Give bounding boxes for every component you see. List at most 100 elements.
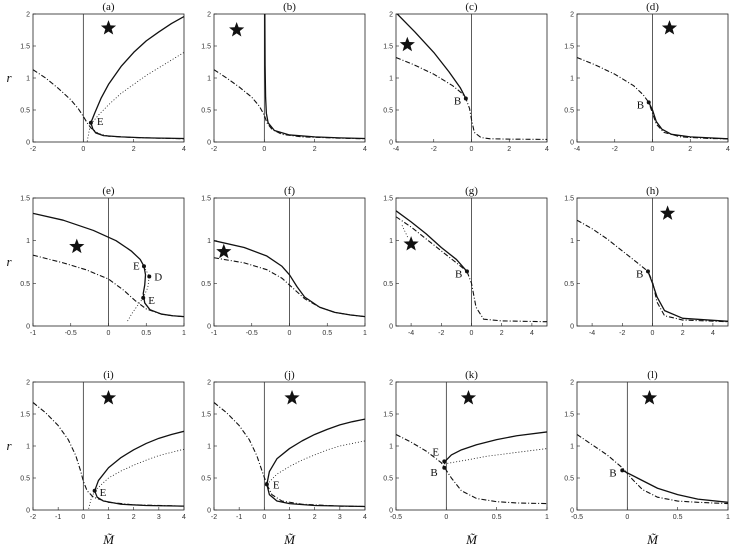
series-line-dashdot xyxy=(396,216,547,323)
series-line-solid xyxy=(396,210,468,272)
series-line-dotted xyxy=(90,52,184,125)
x-tick-label: 1 xyxy=(288,514,292,521)
x-tick-label: -2 xyxy=(619,330,625,337)
panel-b: (b)-2 0 2 400.511.52 xyxy=(201,1,367,153)
x-tick-label: -2 xyxy=(612,146,618,153)
star-marker xyxy=(100,390,117,405)
panel-title: (a) xyxy=(102,1,115,13)
panel-title: (j) xyxy=(284,369,295,381)
y-tick-label: 0 xyxy=(26,508,30,515)
x-tick-label: -1 xyxy=(236,514,242,521)
x-tick-label: 4 xyxy=(363,514,367,521)
x-tick-label: 0 xyxy=(470,146,474,153)
series-line-dashdot xyxy=(214,257,365,318)
point-label: B xyxy=(609,467,616,479)
y-tick-label: 0 xyxy=(207,508,211,515)
x-tick-label: 1 xyxy=(545,514,549,521)
x-tick-label: 2 xyxy=(313,146,317,153)
star-marker xyxy=(100,20,117,35)
panel-f: (f) -1 -0.5 0 0.5 1 0 0.5 1 1.5 xyxy=(201,185,367,337)
x-tick-label: 0 xyxy=(262,514,266,521)
panel-d: (d) -4 -2 0 2 4 0 0.5 1 1.5 2 B xyxy=(564,1,730,153)
series-line-solid xyxy=(90,122,184,140)
bifurcation-point xyxy=(442,459,447,464)
y-tick-label: 2 xyxy=(389,12,393,19)
panel-i: (i) -2 -1 0 1 2 3 4 0 0.5 1 1.5 2 Er M̃ xyxy=(6,369,186,547)
panel-title: (h) xyxy=(646,185,659,197)
x-tick-label: 3 xyxy=(157,514,161,521)
series-line-solid xyxy=(33,212,184,318)
point-label: D xyxy=(154,272,162,284)
panel-title: (b) xyxy=(283,1,296,13)
y-tick-label: 2 xyxy=(570,12,574,19)
bifurcation-point xyxy=(442,465,447,470)
x-tick-label: 4 xyxy=(182,146,186,153)
y-tick-label: 1.5 xyxy=(20,412,30,419)
series-line-dotted xyxy=(142,266,150,299)
series-line-solid xyxy=(264,14,365,140)
x-tick-label: 2 xyxy=(132,514,136,521)
panel-title: (k) xyxy=(465,369,478,381)
x-tick-label: 0 xyxy=(288,330,292,337)
y-tick-label: 0 xyxy=(389,508,393,515)
y-tick-label: 2 xyxy=(207,380,211,387)
x-axis-label: M̃ xyxy=(646,532,659,547)
series-line-solid xyxy=(94,430,184,492)
x-tick-label: 1 xyxy=(107,514,111,521)
series-line-dotted xyxy=(126,297,144,323)
y-tick-label: 1 xyxy=(26,444,30,451)
y-tick-label: 1.5 xyxy=(383,44,393,51)
x-tick-label: 4 xyxy=(711,330,715,337)
x-tick-label: 3 xyxy=(338,514,342,521)
x-tick-label: 4 xyxy=(530,330,534,337)
series-line-solid xyxy=(622,469,728,503)
y-tick-label: 0.5 xyxy=(20,476,30,483)
panel-c: (c) -4 -2 0 2 4 0 0.5 1 1.5 2 B xyxy=(383,1,549,153)
x-axis-label: M̃ xyxy=(465,532,478,547)
x-tick-label: -1 xyxy=(30,330,36,337)
point-label: B xyxy=(636,268,643,280)
y-tick-label: 1 xyxy=(570,76,574,83)
x-tick-label: 2 xyxy=(313,514,317,521)
x-tick-label: -4 xyxy=(408,330,414,337)
panel-g: (g) -4 -2 0 2 4 0 0.5 1 1.5 B xyxy=(383,185,548,337)
series-line-solid xyxy=(90,15,184,124)
point-label: E xyxy=(100,487,107,499)
y-tick-label: 0 xyxy=(26,140,30,147)
series-line-solid xyxy=(266,484,365,508)
y-tick-label: 1 xyxy=(389,238,393,245)
star-marker xyxy=(661,20,678,35)
x-tick-label: 4 xyxy=(363,146,367,153)
star-marker xyxy=(69,238,85,254)
x-tick-label: -0.5 xyxy=(390,514,402,521)
bifurcation-point xyxy=(92,488,97,493)
panel-title: (f) xyxy=(284,185,295,197)
series-line-dashdot xyxy=(33,254,184,318)
panel-title: (d) xyxy=(646,1,659,13)
y-tick-label: 1.5 xyxy=(201,44,211,51)
x-tick-label: 0.5 xyxy=(673,514,683,521)
series-line-dotted xyxy=(86,122,92,142)
y-tick-label: 1 xyxy=(570,444,574,451)
x-tick-label: -2 xyxy=(211,514,217,521)
star-marker xyxy=(403,236,419,251)
bifurcation-point xyxy=(463,96,468,101)
x-tick-label: 2 xyxy=(681,330,685,337)
y-tick-label: 1.5 xyxy=(564,412,574,419)
x-tick-label: 4 xyxy=(182,514,186,521)
x-tick-label: 1 xyxy=(182,330,186,337)
y-tick-label: 0 xyxy=(570,140,574,147)
y-tick-label: 1.5 xyxy=(564,196,574,203)
y-tick-label: 0.5 xyxy=(383,108,393,115)
series-line-dotted xyxy=(444,448,547,465)
y-tick-label: 1 xyxy=(207,444,211,451)
panel-j: (j) -2 -1 0 1 2 3 4 0 0.5 1 1.5 2 E M̃ xyxy=(201,369,367,547)
series-line-dashdot xyxy=(214,402,365,508)
x-tick-label: 0 xyxy=(81,514,85,521)
y-tick-label: 1 xyxy=(570,238,574,245)
y-tick-label: 1 xyxy=(26,238,30,245)
x-tick-label: -2 xyxy=(30,146,36,153)
panel-title: (l) xyxy=(647,369,658,381)
